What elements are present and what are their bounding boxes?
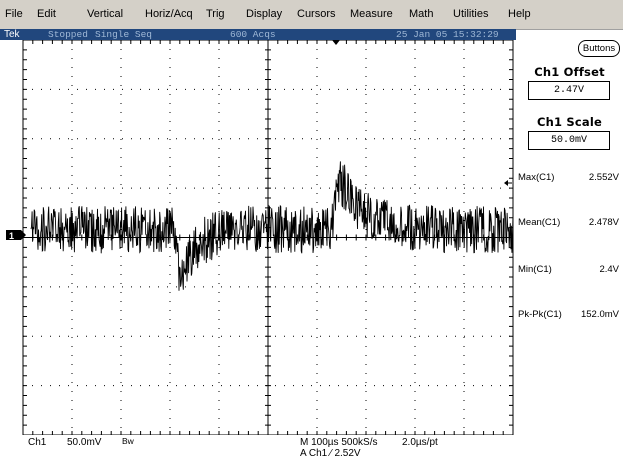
measurement-label: Max(C1) <box>518 172 555 183</box>
acq-mode: Single Seq <box>95 29 153 40</box>
status-strip: Tek Stopped Single Seq 600 Acqs 25 Jan 0… <box>0 29 516 40</box>
bandwidth-limit-readout: Bw <box>122 436 134 446</box>
ch1-marker-arrow-icon <box>21 230 26 240</box>
measurement-mean[interactable]: Mean(C1) 2.478V <box>516 217 623 229</box>
menu-horiz-acq[interactable]: Horiz/Acq <box>145 8 193 20</box>
measurement-pk-pk[interactable]: Pk-Pk(C1) 152.0mV <box>516 309 623 321</box>
buttons-button[interactable]: Buttons <box>578 40 620 57</box>
menu-trig[interactable]: Trig <box>206 8 225 20</box>
timebase-readout[interactable]: M 100µs 500kS/s <box>300 437 378 448</box>
ch1-scale-field[interactable]: 50.0mV <box>528 131 610 150</box>
measurement-label: Min(C1) <box>518 264 552 275</box>
menu-file[interactable]: File <box>5 8 23 20</box>
measurement-min[interactable]: Min(C1) 2.4V <box>516 264 623 276</box>
ch1-marker-label: 1 <box>9 231 14 241</box>
ch1-ground-marker[interactable]: 1 <box>6 230 26 241</box>
sample-interval-readout: 2.0µs/pt <box>402 437 438 448</box>
acq-count: 600 Acqs <box>230 29 276 40</box>
menu-edit[interactable]: Edit <box>37 8 56 20</box>
measurement-max[interactable]: Max(C1) 2.552V <box>516 172 623 184</box>
measurement-value: 2.478V <box>588 217 619 228</box>
menu-cursors[interactable]: Cursors <box>297 8 336 20</box>
menu-math[interactable]: Math <box>409 8 434 20</box>
menu-display[interactable]: Display <box>246 8 283 20</box>
trigger-level-arrow-icon <box>504 180 508 186</box>
menu-bar: File Edit Vertical Horiz/Acq Trig Displa… <box>0 0 623 30</box>
trigger-level-marker <box>504 180 512 186</box>
ch1-offset-field[interactable]: 2.47V <box>528 81 610 100</box>
tek-logo: Tek <box>4 29 20 40</box>
acq-state: Stopped <box>48 29 88 40</box>
ch1-marker-box <box>6 230 21 240</box>
ch1-offset-title: Ch1 Offset <box>534 65 605 79</box>
datetime-readout: 25 Jan 05 15:32:29 <box>396 29 499 40</box>
measurement-label: Pk-Pk(C1) <box>518 309 562 320</box>
menu-measure[interactable]: Measure <box>350 8 393 20</box>
measurement-value: 152.0mV <box>580 309 619 320</box>
ch1-trace <box>30 161 514 291</box>
waveform-display[interactable]: 1 <box>0 40 516 435</box>
right-control-panel: Buttons Ch1 Offset 2.47V Ch1 Scale 50.0m… <box>516 40 623 435</box>
measurement-label: Mean(C1) <box>518 217 561 228</box>
measurement-value: 2.4V <box>599 264 619 275</box>
trigger-position-icon <box>332 40 340 45</box>
menu-vertical[interactable]: Vertical <box>87 8 124 20</box>
ch1-scale-title: Ch1 Scale <box>536 115 603 129</box>
vertical-scale-readout[interactable]: 50.0mV <box>67 437 102 448</box>
menu-help[interactable]: Help <box>508 8 531 20</box>
trigger-readout[interactable]: A Ch1 ⁄ 2.52V <box>300 448 361 459</box>
bottom-readout-bar: Ch1 50.0mV Bw M 100µs 500kS/s 2.0µs/pt A… <box>0 435 623 460</box>
channel-readout[interactable]: Ch1 <box>28 437 47 448</box>
menu-utilities[interactable]: Utilities <box>453 8 489 20</box>
measurement-value: 2.552V <box>588 172 619 183</box>
trigger-position-marker <box>332 40 340 45</box>
